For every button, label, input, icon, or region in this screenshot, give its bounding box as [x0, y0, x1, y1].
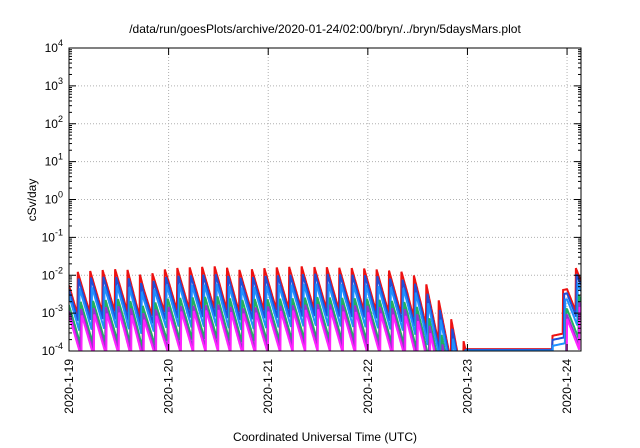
y-axis: 10-4 10-3 10-2 10-1 100 101 102 103 104: [42, 38, 581, 358]
y-tick-label: 104: [45, 38, 63, 55]
x-tick-label: 2020-1-21: [261, 359, 275, 414]
y-tick-label: 10-3: [42, 303, 63, 320]
x-tick-label: 2020-1-20: [162, 359, 176, 414]
y-tick-label: 10-4: [42, 341, 63, 358]
x-axis-label: Coordinated Universal Time (UTC): [233, 430, 417, 444]
series-group: [69, 266, 581, 351]
x-tick-label: 2020-1-22: [361, 359, 375, 414]
x-axis: 2020-1-19 2020-1-20 2020-1-21 2020-1-22 2020…: [62, 48, 574, 414]
y-tick-label: 101: [45, 152, 63, 169]
series-line: [69, 306, 581, 351]
x-tick-label: 2020-1-23: [460, 359, 474, 414]
x-tick-label: 2020-1-19: [62, 359, 76, 414]
y-tick-label: 102: [45, 114, 63, 131]
y-axis-label: cSv/day: [25, 179, 39, 222]
chart-title: /data/run/goesPlots/archive/2020-01-24/0…: [129, 22, 521, 36]
y-tick-label: 103: [45, 76, 63, 93]
y-tick-label: 100: [45, 190, 63, 207]
y-tick-label: 10-1: [42, 227, 63, 244]
series-line: [69, 301, 581, 351]
series-line: [69, 294, 581, 351]
x-tick-label: 2020-1-24: [560, 359, 574, 414]
y-tick-label: 10-2: [42, 265, 63, 282]
